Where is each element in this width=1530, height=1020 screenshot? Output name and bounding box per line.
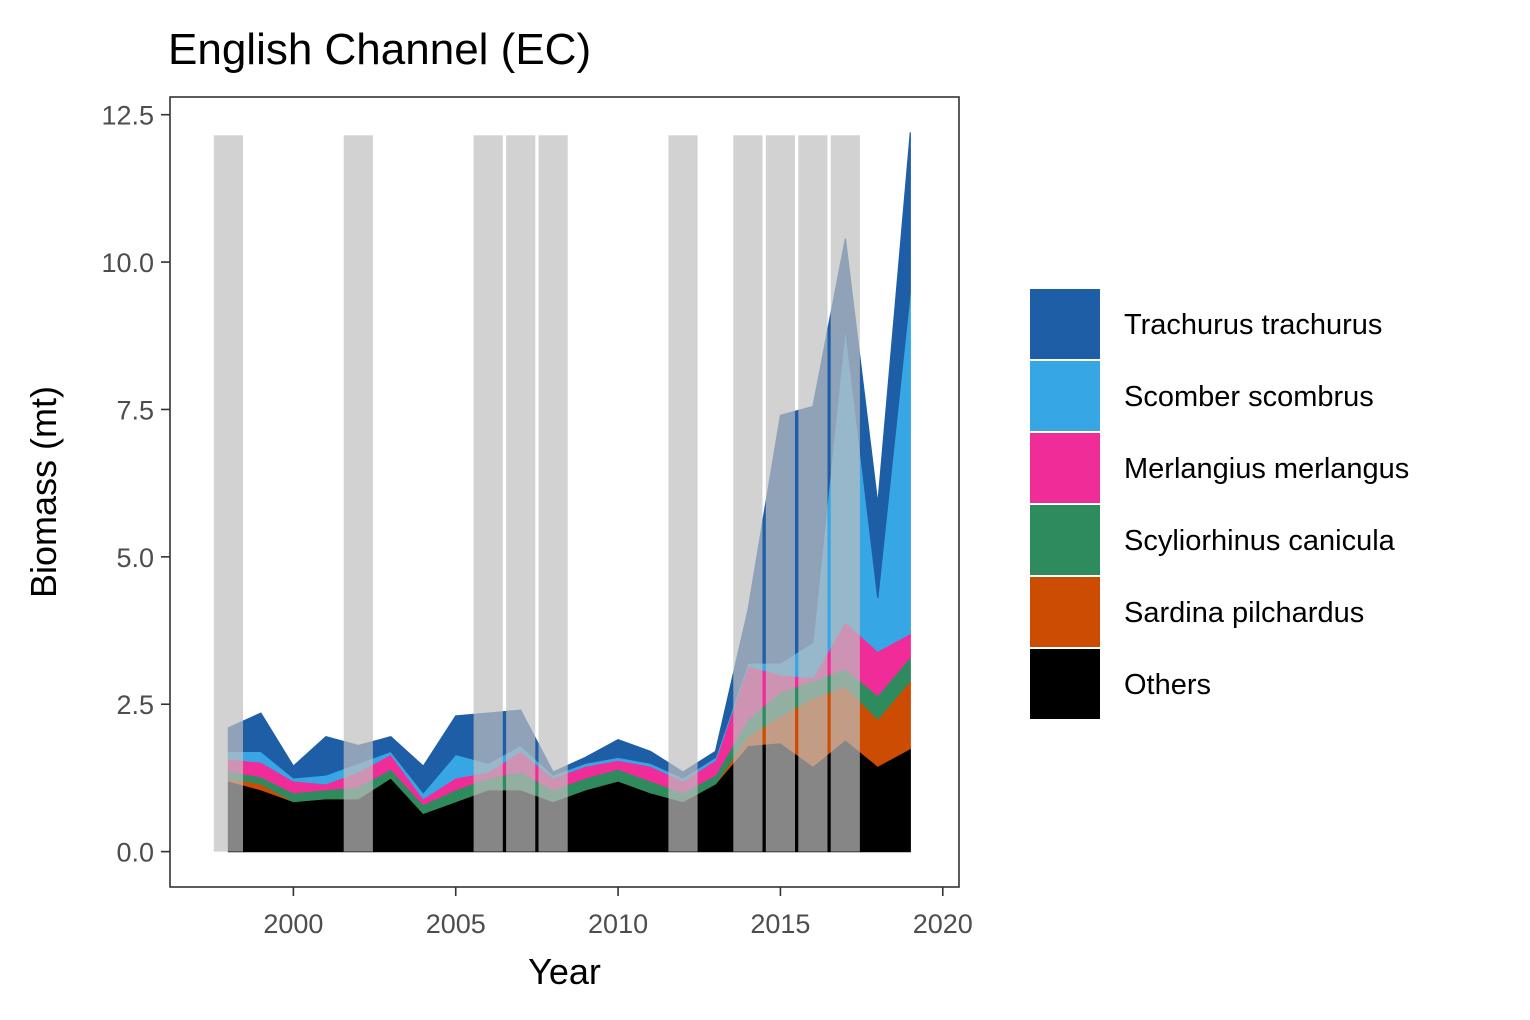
- legend-label-trachurus-trachurus: Trachurus trachurus: [1124, 309, 1382, 341]
- shade-band-2012: [668, 135, 698, 852]
- legend-label-merlangius-merlangus: Merlangius merlangus: [1124, 453, 1409, 485]
- y-tick-label: 12.5: [101, 101, 154, 131]
- legend-label-scyliorhinus-canicula: Scyliorhinus canicula: [1124, 525, 1396, 557]
- legend: Trachurus trachurus Scomber scombrus Merla…: [1030, 289, 1409, 719]
- shade-band-2016: [798, 135, 828, 852]
- legend-key-scyliorhinus-canicula: [1030, 505, 1100, 575]
- legend-key-scomber-scombrus: [1030, 361, 1100, 431]
- legend-key-others: [1030, 649, 1100, 719]
- chart-title: English Channel (EC): [168, 25, 591, 74]
- legend-key-trachurus-trachurus: [1030, 289, 1100, 359]
- x-axis-title: Year: [528, 951, 601, 992]
- x-tick-label: 2005: [426, 909, 486, 939]
- legend-label-sardina-pilchardus: Sardina pilchardus: [1124, 597, 1364, 629]
- axes: 0.0 2.5 5.0 7.5 10.0 12.5 2000 2005 2010 2015 2020: [101, 101, 972, 939]
- shade-band-2014: [733, 135, 763, 852]
- y-tick-label: 5.0: [116, 543, 154, 573]
- y-tick-label: 10.0: [101, 248, 154, 278]
- y-tick-label: 7.5: [116, 395, 154, 425]
- shade-band-2002: [343, 135, 373, 852]
- shade-band-2008: [538, 135, 568, 852]
- y-axis-title: Biomass (mt): [23, 386, 64, 598]
- y-tick-label: 2.5: [116, 690, 154, 720]
- legend-key-merlangius-merlangus: [1030, 433, 1100, 503]
- plot-area: [213, 132, 911, 853]
- shade-band-2015: [765, 135, 795, 852]
- y-tick-label: 0.0: [116, 838, 154, 868]
- legend-label-others: Others: [1124, 669, 1211, 701]
- shade-band-2006: [473, 135, 503, 852]
- shade-band-2017: [830, 135, 860, 852]
- shade-band-2007: [506, 135, 536, 852]
- x-tick-label: 2000: [263, 909, 323, 939]
- shade-band-1998: [213, 135, 243, 852]
- legend-key-sardina-pilchardus: [1030, 577, 1100, 647]
- x-tick-label: 2010: [588, 909, 648, 939]
- legend-label-scomber-scombrus: Scomber scombrus: [1124, 381, 1374, 413]
- x-tick-label: 2020: [913, 909, 973, 939]
- plot-border: [169, 96, 960, 888]
- x-tick-label: 2015: [750, 909, 810, 939]
